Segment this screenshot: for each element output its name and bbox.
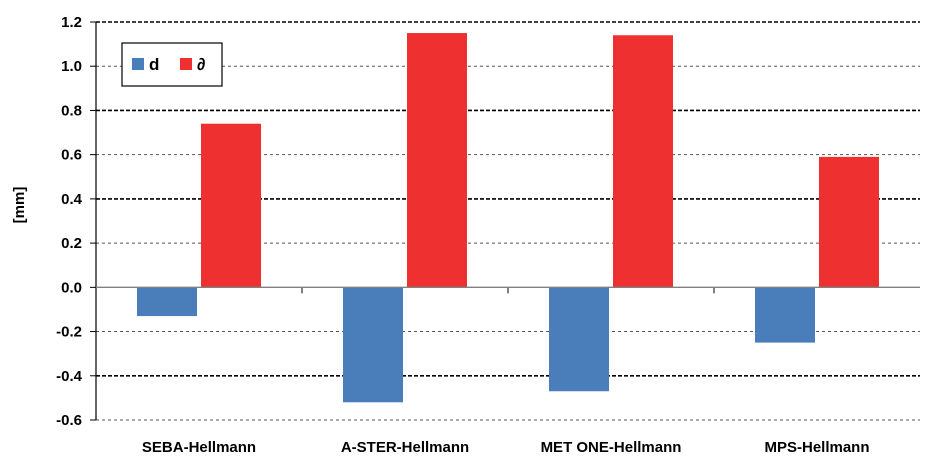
y-tick-label: -0.2	[56, 324, 82, 341]
y-tick-labels: -0.6 -0.4 -0.2 0.0 0.2 0.4 0.6 0.8 1.0 1.2	[56, 14, 83, 429]
y-axis-title: [mm]	[11, 187, 28, 224]
y-tick-label: 0.2	[61, 235, 82, 252]
bar-d	[755, 287, 815, 343]
bar-partial-d	[613, 35, 673, 288]
legend-swatch	[132, 58, 144, 70]
bar-d	[549, 287, 609, 392]
y-tick-label: -0.4	[56, 368, 83, 385]
y-tick-label: 0.4	[61, 191, 83, 208]
bar-d	[137, 287, 197, 317]
x-category-label: MET ONE-Hellmann	[541, 439, 682, 456]
x-category-label: MPS-Hellmann	[764, 439, 869, 456]
x-category-label: SEBA-Hellmann	[142, 439, 256, 456]
bars	[137, 33, 879, 403]
axes	[90, 21, 920, 421]
legend: d ∂	[121, 42, 223, 87]
bar-partial-d	[407, 33, 467, 288]
y-tick-label: 1.0	[61, 58, 82, 75]
bar-partial-d	[819, 156, 879, 288]
y-tick-label: 0.8	[61, 102, 82, 119]
y-tick-label: 1.2	[61, 14, 82, 31]
y-tick-label: -0.6	[56, 412, 82, 429]
y-tick-label: 0.6	[61, 147, 82, 164]
x-category-labels: SEBA-Hellmann A-STER-Hellmann MET ONE-Hell…	[142, 439, 870, 456]
y-tick-label: 0.0	[61, 279, 82, 296]
x-category-label: A-STER-Hellmann	[341, 439, 469, 456]
legend-swatch	[180, 58, 192, 70]
bar-partial-d	[201, 123, 261, 288]
legend-label: ∂	[197, 55, 205, 74]
legend-label: d	[149, 55, 159, 74]
bar-d	[343, 287, 403, 403]
